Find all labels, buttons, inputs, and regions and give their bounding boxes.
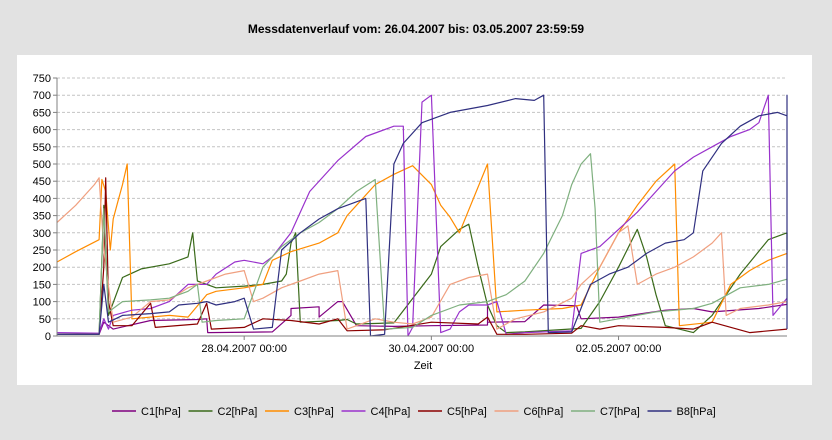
series-line-1: [57, 301, 788, 335]
y-tick-label: 200: [33, 262, 51, 274]
legend-label: C2[hPa]: [218, 406, 258, 418]
y-tick-label: 250: [33, 245, 51, 257]
series-line-2: [57, 204, 788, 335]
chart-title: Messdatenverlauf vom: 26.04.2007 bis: 03…: [247, 22, 585, 36]
axes: 0 50 100 150 200 250 300 350 400 450 500 550 600 650 7…: [33, 73, 787, 355]
legend-label: C6[hPa]: [524, 406, 564, 418]
series-layer: [56, 94, 788, 337]
x-axis-label: Zeit: [414, 360, 432, 372]
y-tick-label: 50: [39, 314, 51, 326]
y-tick-label: 650: [33, 107, 51, 119]
y-tick-label: 750: [33, 73, 51, 85]
legend-label: C5[hPa]: [447, 406, 487, 418]
y-tick-label: 350: [33, 211, 51, 223]
y-tick-label: 600: [33, 125, 51, 137]
x-tick-label: 28.04.2007 00:00: [201, 343, 287, 355]
legend-label: B8[hPa]: [677, 406, 716, 418]
series-line-6: [56, 177, 788, 330]
y-tick-label: 0: [45, 331, 51, 343]
legend: C1[hPa] C2[hPa] C3[hPa] C4[hPa] C5[hPa] C6[hP…: [0, 402, 832, 420]
series-line-5: [57, 177, 788, 335]
x-tick-label: 30.04.2007 00:00: [389, 343, 475, 355]
series-line-4: [56, 94, 788, 337]
y-tick-label: 300: [33, 228, 51, 240]
y-tick-label: 700: [33, 90, 51, 102]
y-tick-label: 100: [33, 297, 51, 309]
legend-label: C7[hPa]: [600, 406, 640, 418]
y-tick-label: 500: [33, 159, 51, 171]
y-tick-label: 550: [33, 142, 51, 154]
chart-panel: 0 50 100 150 200 250 300 350 400 450 500 550 600 650 7…: [17, 55, 812, 385]
y-tick-label: 450: [33, 176, 51, 188]
chart-svg: 0 50 100 150 200 250 300 350 400 450 500 550 600 650 7…: [33, 73, 788, 372]
legend-svg: C1[hPa] C2[hPa] C3[hPa] C4[hPa] C5[hPa] C6[hP…: [112, 406, 716, 418]
series-line-7: [57, 153, 788, 335]
legend-label: C4[hPa]: [371, 406, 411, 418]
legend-label: C3[hPa]: [294, 406, 334, 418]
x-tick-label: 02.05.2007 00:00: [576, 343, 662, 355]
legend-label: C1[hPa]: [141, 406, 181, 418]
series-line-3: [56, 163, 788, 327]
series-line-8: [57, 94, 788, 337]
y-tick-label: 400: [33, 193, 51, 205]
y-tick-label: 150: [33, 279, 51, 291]
